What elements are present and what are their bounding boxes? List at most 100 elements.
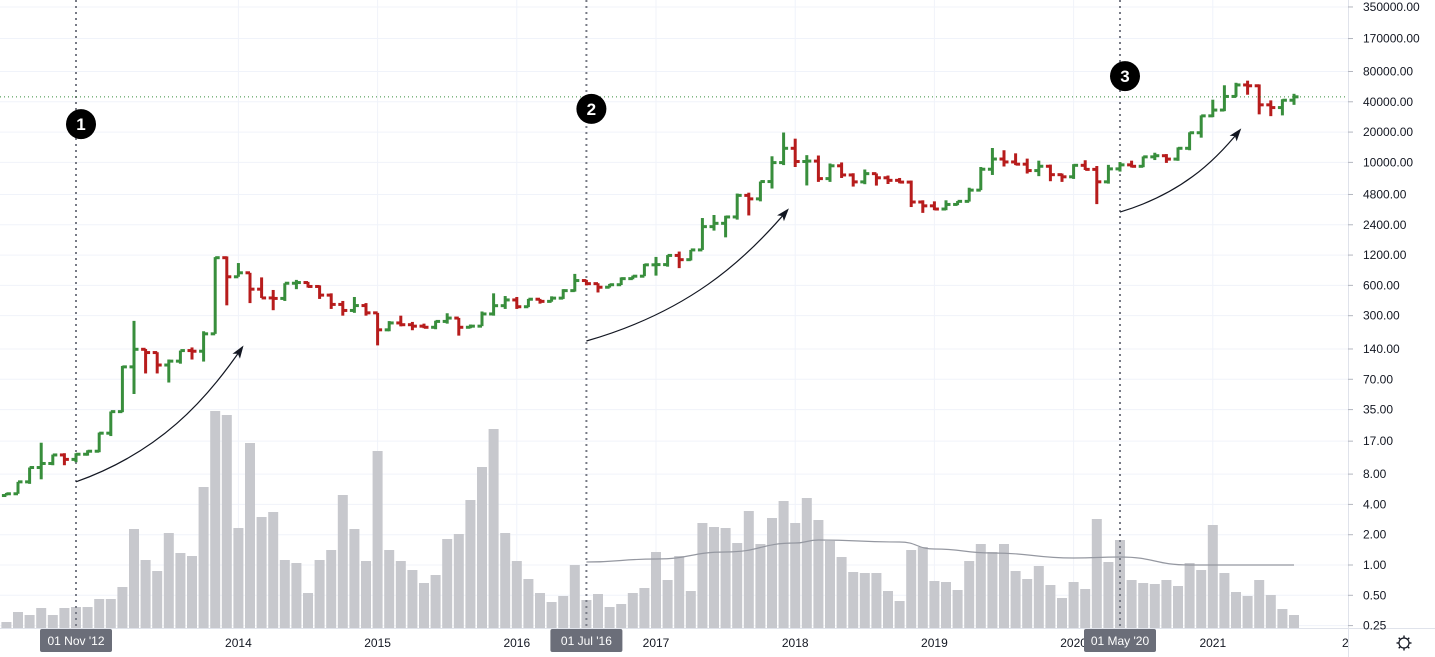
volume-bar bbox=[697, 523, 708, 628]
volume-bar bbox=[616, 604, 627, 628]
ohlc-bar bbox=[744, 192, 754, 216]
price-axis[interactable]: 350000.00 170000.00 80000.00 40000.00 20000.… bbox=[1348, 0, 1435, 657]
y-tick-label: 140.00 bbox=[1363, 342, 1400, 356]
date-marker-label: 01 May '20 bbox=[1084, 629, 1156, 652]
volume-bar bbox=[627, 593, 638, 628]
ohlc-bar bbox=[431, 319, 441, 330]
volume-bar bbox=[13, 612, 23, 628]
ohlc-bar bbox=[187, 347, 197, 360]
volume-bar bbox=[999, 544, 1009, 628]
ohlc-bar bbox=[558, 289, 568, 300]
ohlc-bar bbox=[1219, 85, 1229, 112]
volume-bar bbox=[430, 575, 441, 628]
ohlc-bar bbox=[175, 349, 185, 364]
volume-bar bbox=[326, 550, 337, 628]
volume-bar bbox=[1138, 583, 1149, 628]
ohlc-bar bbox=[233, 263, 243, 279]
ohlc-bar bbox=[1161, 154, 1171, 163]
volume-bar bbox=[523, 579, 534, 628]
ohlc-bar bbox=[1138, 155, 1148, 168]
ohlc-bar bbox=[1277, 98, 1287, 116]
volume-bar bbox=[395, 561, 406, 628]
ohlc-bar bbox=[1, 492, 11, 498]
ohlc-bar bbox=[500, 296, 510, 309]
ohlc-bar bbox=[71, 452, 81, 463]
volume-bar bbox=[743, 511, 754, 628]
ohlc-bar bbox=[709, 215, 719, 231]
volume-bar bbox=[71, 607, 81, 628]
y-tick-label: 35.00 bbox=[1363, 403, 1393, 417]
gear-icon[interactable] bbox=[1396, 635, 1412, 651]
volume-bar bbox=[1173, 586, 1183, 628]
date-marker-text: 01 May '20 bbox=[1091, 634, 1150, 648]
ohlc-bar bbox=[535, 297, 545, 304]
date-marker-lines bbox=[75, 0, 1121, 628]
time-axis[interactable]: 2014201520162017201820192020202120201 No… bbox=[0, 628, 1362, 657]
ohlc-bar bbox=[860, 169, 870, 185]
ohlc-bar bbox=[802, 155, 812, 186]
ohlc-bar bbox=[871, 172, 881, 186]
ohlc-bar bbox=[454, 316, 464, 336]
volume-bar bbox=[465, 500, 476, 628]
ohlc-bar bbox=[477, 311, 487, 328]
ohlc-bar bbox=[199, 331, 209, 362]
trend-arrow[interactable] bbox=[1119, 128, 1242, 213]
volume-bar bbox=[1277, 609, 1288, 628]
volume-bar bbox=[1196, 570, 1207, 628]
volume-bar bbox=[848, 572, 859, 628]
ohlc-bar bbox=[523, 297, 533, 309]
ohlc-bar bbox=[1127, 160, 1137, 168]
x-tick-label: 2018 bbox=[782, 636, 809, 650]
volume-bar bbox=[1207, 525, 1218, 628]
y-tick-label: 350000.00 bbox=[1363, 0, 1420, 14]
y-tick-label: 0.50 bbox=[1363, 588, 1387, 602]
volume-bar bbox=[1022, 579, 1033, 628]
ohlc-bar bbox=[790, 138, 800, 167]
volume-bar bbox=[361, 561, 371, 628]
volume-bar bbox=[256, 517, 267, 628]
volume-bar bbox=[1068, 582, 1079, 628]
volume-bar bbox=[1231, 592, 1241, 628]
volume-bar bbox=[1254, 580, 1265, 628]
volume-bar bbox=[778, 501, 789, 628]
numbered-marker[interactable]: 3 bbox=[1110, 61, 1140, 92]
ohlc-bar bbox=[512, 296, 522, 309]
volume-bar bbox=[210, 411, 221, 628]
ohlc-bar bbox=[257, 277, 267, 300]
volume-bar bbox=[825, 541, 835, 628]
ohlc-bar bbox=[593, 282, 603, 293]
ohlc-bar bbox=[767, 156, 777, 189]
ohlc-bar bbox=[489, 293, 499, 316]
ohlc-bar bbox=[547, 296, 557, 303]
ohlc-bar bbox=[1045, 164, 1055, 182]
volume-bar bbox=[500, 533, 511, 628]
ohlc-bar bbox=[25, 466, 35, 484]
volume-bar bbox=[836, 557, 847, 628]
volume-bar bbox=[859, 573, 870, 628]
y-tick-label: 20000.00 bbox=[1363, 125, 1413, 139]
trend-arrow[interactable] bbox=[586, 208, 789, 342]
y-tick-label: 0.25 bbox=[1363, 619, 1387, 633]
marker-number: 1 bbox=[76, 115, 85, 134]
numbered-marker[interactable]: 2 bbox=[576, 93, 607, 124]
volume-bar bbox=[36, 608, 47, 628]
trend-arrow[interactable] bbox=[75, 345, 244, 483]
volume-bar bbox=[279, 560, 290, 628]
volume-bar bbox=[1265, 595, 1276, 628]
ohlc-bar bbox=[906, 180, 916, 208]
volume-bar bbox=[337, 495, 348, 628]
numbered-markers: 1 2 3 bbox=[66, 61, 1140, 140]
ohlc-bar bbox=[987, 147, 997, 175]
x-tick-label: 2015 bbox=[364, 636, 391, 650]
ohlc-bar bbox=[94, 431, 104, 453]
ohlc-bar bbox=[361, 303, 371, 316]
ohlc-bar bbox=[639, 263, 649, 278]
ohlc-bar bbox=[918, 200, 928, 213]
ohlc-bar bbox=[1254, 84, 1264, 115]
ohlc-bar bbox=[129, 320, 139, 394]
numbered-marker[interactable]: 1 bbox=[66, 109, 96, 140]
volume-bar bbox=[593, 594, 603, 628]
volume-ma-line bbox=[586, 539, 1294, 566]
volume-bar bbox=[1010, 571, 1021, 628]
